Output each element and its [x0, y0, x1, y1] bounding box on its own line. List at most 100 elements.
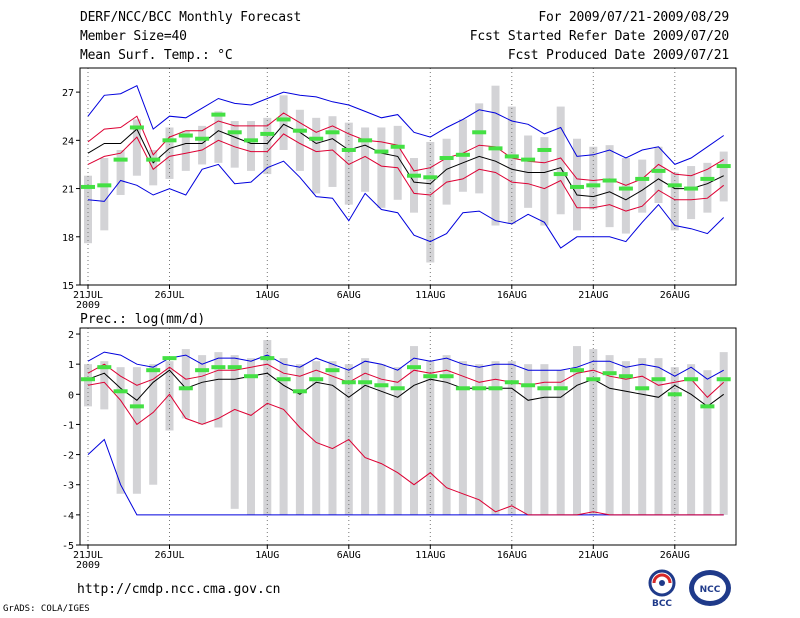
y-tick-label: -2: [62, 451, 74, 462]
median-marker: [309, 136, 324, 141]
ensemble-box-bar: [638, 159, 647, 213]
y-tick-label: -1: [62, 420, 74, 431]
y-tick-label: -5: [62, 541, 74, 552]
median-marker: [260, 356, 275, 361]
ensemble-box-bar: [393, 367, 402, 515]
ensemble-box-bar: [247, 358, 255, 515]
median-marker: [358, 380, 373, 385]
median-marker: [553, 386, 568, 391]
median-marker: [374, 149, 389, 154]
x-tick-label: 21AUG: [578, 550, 608, 561]
median-marker: [488, 386, 503, 391]
ensemble-box-bar: [295, 364, 304, 515]
median-marker: [292, 389, 307, 394]
variable-label: Mean Surf. Temp.: °C: [80, 48, 233, 63]
ensemble-box-bar: [312, 117, 321, 194]
median-marker: [146, 368, 161, 373]
median-marker: [97, 183, 112, 188]
ensemble-box-bar: [116, 367, 125, 494]
ensemble-box-bar: [589, 146, 598, 210]
median-marker: [684, 186, 699, 191]
median-marker: [667, 392, 682, 397]
median-marker: [667, 183, 682, 188]
ensemble-box-bar: [556, 370, 565, 515]
y-tick-label: -3: [62, 481, 74, 492]
median-marker: [504, 154, 519, 159]
year-label: 2009: [76, 560, 100, 571]
ensemble-box-bar: [687, 364, 696, 515]
ensemble-box-bar: [132, 367, 141, 494]
ensemble-box-bar: [230, 121, 239, 168]
median-marker: [586, 377, 601, 382]
median-marker: [602, 178, 617, 183]
ensemble-box-bar: [230, 355, 239, 509]
ensemble-box-bar: [279, 95, 288, 150]
median-marker: [651, 377, 666, 382]
ensemble-box-bar: [100, 361, 109, 410]
median-marker: [292, 128, 307, 133]
ensemble-box-bar: [149, 149, 158, 186]
x-tick-label: 16AUG: [497, 550, 527, 561]
ensemble-box-bar: [654, 358, 663, 515]
ensemble-box-bar: [263, 117, 272, 175]
median-marker: [178, 133, 193, 138]
y-tick-label: 15: [62, 281, 74, 292]
ensemble-box-bar: [638, 358, 647, 515]
ensemble-box-bar: [540, 137, 549, 226]
median-marker: [195, 136, 210, 141]
x-tick-label: 11AUG: [415, 550, 445, 561]
median-marker: [211, 112, 226, 117]
ensemble-box-bar: [295, 109, 304, 171]
median-marker: [635, 176, 650, 181]
median-marker: [407, 173, 421, 178]
ensemble-box-bar: [181, 130, 190, 171]
median-marker: [244, 374, 258, 379]
x-tick-label: 26AUG: [660, 290, 690, 301]
ensemble-box-bar: [703, 370, 712, 515]
y-tick-label: 24: [62, 136, 74, 147]
median-marker: [390, 144, 405, 149]
upper-spread-line: [87, 363, 725, 399]
median-marker: [472, 130, 487, 135]
x-tick-label: 26JUL: [154, 550, 184, 561]
median-marker: [570, 184, 584, 189]
ensemble-box-bar: [247, 121, 255, 171]
median-marker: [276, 377, 291, 382]
ensemble-box-bar: [605, 145, 614, 228]
median-marker: [178, 386, 193, 391]
ensemble-box-bar: [491, 85, 500, 226]
median-marker: [341, 380, 356, 385]
ensemble-box-bar: [687, 166, 696, 220]
median-marker: [227, 365, 242, 370]
median-marker: [472, 386, 487, 391]
median-marker: [227, 130, 242, 135]
median-marker: [618, 374, 633, 379]
median-marker: [162, 138, 177, 143]
ensemble-box-bar: [426, 361, 435, 515]
ensemble-box-bar: [475, 364, 484, 515]
ensemble-box-bar: [621, 158, 630, 234]
x-tick-label: 21AUG: [578, 290, 608, 301]
grads-credit: GrADS: COLA/IGES: [3, 604, 90, 614]
median-marker: [586, 183, 601, 188]
ensemble-box-bar: [149, 364, 158, 485]
median-marker: [146, 157, 161, 162]
ensemble-box-bar: [556, 106, 565, 215]
median-marker: [521, 383, 536, 388]
median-marker: [195, 368, 210, 373]
y-tick-label: 21: [62, 185, 74, 196]
ensemble-box-bar: [214, 352, 223, 428]
median-marker: [113, 389, 128, 394]
median-marker: [553, 172, 568, 177]
ensemble-box-bar: [181, 349, 190, 419]
median-marker: [113, 157, 128, 162]
median-marker: [358, 138, 373, 143]
median-marker: [618, 186, 633, 191]
ensemble-box-bar: [116, 149, 125, 195]
median-marker: [423, 374, 438, 379]
median-marker: [651, 168, 666, 173]
median-marker: [488, 146, 503, 151]
median-marker: [129, 125, 144, 130]
member-size-label: Member Size=40: [80, 29, 187, 44]
